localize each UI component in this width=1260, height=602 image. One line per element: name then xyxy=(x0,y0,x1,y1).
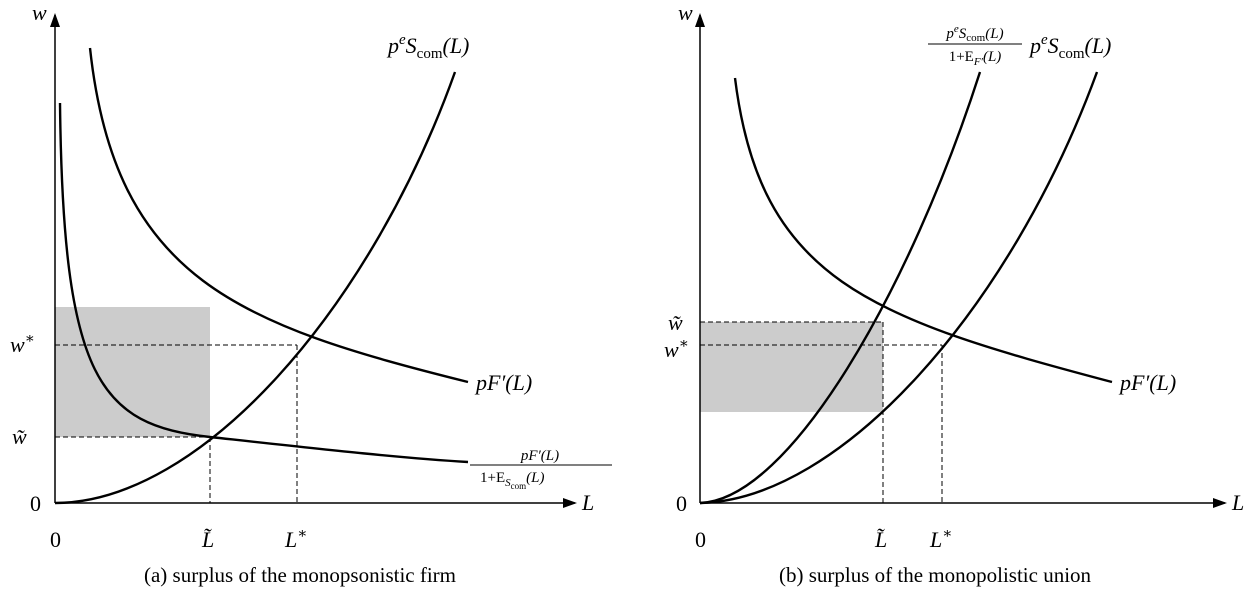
supply-curve xyxy=(54,71,457,505)
t: F′ xyxy=(973,56,984,68)
tick-label: L∗ xyxy=(284,526,307,552)
t: ∗ xyxy=(942,526,952,542)
marginal-curve xyxy=(699,71,982,505)
t: ∗ xyxy=(25,331,35,347)
tick-label: w̃ xyxy=(668,310,683,335)
t: p xyxy=(1028,33,1041,58)
tick-label: L∗ xyxy=(929,526,952,552)
t: com xyxy=(966,32,985,44)
denominator: 1+EScom(L) xyxy=(480,470,544,491)
t: p xyxy=(945,26,954,42)
t: e xyxy=(1041,32,1048,48)
t: S xyxy=(959,26,967,42)
panel-a: w L 0 0 w∗ w̃ L̃ L∗ peScom(L) pF′(L) pF′… xyxy=(10,0,612,587)
t: e xyxy=(954,23,959,35)
t: S xyxy=(406,33,417,58)
t: 1+E xyxy=(480,470,505,486)
t: p xyxy=(386,33,399,58)
t: com xyxy=(417,46,443,62)
t: w xyxy=(10,332,25,357)
t: com xyxy=(1059,46,1085,62)
curve-label: pF′(L) xyxy=(1118,370,1176,395)
numerator: peScom(L) xyxy=(945,23,1003,44)
t: e xyxy=(399,32,406,48)
tick-label: w∗ xyxy=(664,336,689,362)
axis-label: w xyxy=(32,0,47,25)
t: L xyxy=(284,527,297,552)
tick-label: 0 xyxy=(30,491,41,516)
tick-label: L̃ xyxy=(874,527,887,552)
curve-label: pF′(L) xyxy=(474,370,532,395)
t: 1+E xyxy=(949,49,974,65)
supply-curve xyxy=(699,71,1099,505)
caption: (a) surplus of the monopsonistic firm xyxy=(144,563,456,587)
surplus-area xyxy=(55,307,210,437)
denominator: 1+EF′(L) xyxy=(949,49,1002,68)
fraction-label: pF′(L) 1+EScom(L) xyxy=(470,448,612,491)
curve-label: peScom(L) xyxy=(1028,32,1111,62)
t: (L) xyxy=(526,470,544,486)
demand-curve xyxy=(733,77,1113,384)
t: ∗ xyxy=(679,336,689,352)
fraction-label: peScom(L) 1+EF′(L) xyxy=(928,23,1022,68)
t: ∗ xyxy=(297,526,307,542)
tick-label: 0 xyxy=(676,491,687,516)
t: L xyxy=(929,527,942,552)
curve-label: peScom(L) xyxy=(386,32,469,62)
marginal-curve xyxy=(58,102,469,464)
numerator: pF′(L) xyxy=(520,448,559,464)
axis-label: L xyxy=(1231,490,1244,515)
t: (L) xyxy=(1085,33,1112,58)
t: w xyxy=(664,337,679,362)
axis-label: L xyxy=(581,490,594,515)
surplus-area xyxy=(700,322,883,412)
tick-label: L̃ xyxy=(201,527,214,552)
tick-label: 0 xyxy=(695,527,706,552)
axis-label: w xyxy=(678,0,693,25)
panel-b: w L 0 0 w̃ w∗ L̃ L∗ peScom(L) pF′(L) peS… xyxy=(664,0,1244,587)
t: S xyxy=(1048,33,1059,58)
t: (L) xyxy=(985,26,1003,42)
t: (L) xyxy=(443,33,470,58)
caption: (b) surplus of the monopolistic union xyxy=(779,563,1092,587)
tick-label: w̃ xyxy=(12,424,27,449)
t: S xyxy=(505,477,511,489)
t: (L) xyxy=(983,49,1001,65)
t: com xyxy=(511,481,527,491)
tick-label: w∗ xyxy=(10,331,35,357)
tick-label: 0 xyxy=(50,527,61,552)
demand-curve xyxy=(88,47,469,384)
